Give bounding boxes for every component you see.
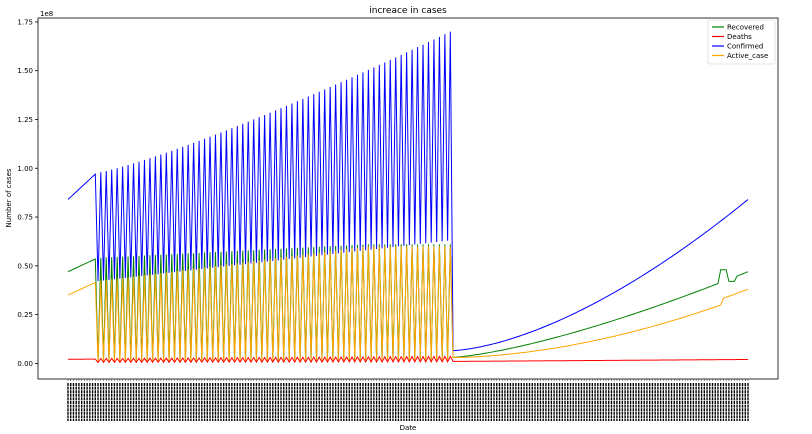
legend-label: Deaths xyxy=(727,33,752,41)
y-tick-label: 0.50 xyxy=(17,262,33,270)
y-scale-label: 1e8 xyxy=(40,10,53,18)
series-line-confirmed xyxy=(67,31,749,352)
x-axis-label: Date xyxy=(400,424,417,432)
series-line-active-case xyxy=(67,246,749,362)
y-tick-label: 0.25 xyxy=(17,311,33,319)
legend-label: Confirmed xyxy=(727,43,763,51)
y-axis-ticks: 0.00 0.25 0.50 0.75 1.00 1.25 1.50 1.75 xyxy=(17,18,38,368)
y-tick-label: 1.75 xyxy=(17,18,33,26)
plot-lines xyxy=(67,31,749,364)
chart-title: increace in cases xyxy=(369,6,447,16)
y-tick-label: 0.75 xyxy=(17,214,33,222)
y-tick-label: 1.00 xyxy=(17,165,33,173)
y-tick-label: 0.00 xyxy=(17,360,33,368)
y-axis-label: Number of cases xyxy=(5,168,13,227)
legend-label: Active_case xyxy=(727,52,768,60)
y-tick-label: 1.25 xyxy=(17,116,33,124)
legend-label: Recovered xyxy=(727,24,764,32)
x-axis-ticks xyxy=(67,379,749,421)
plot-frame xyxy=(37,17,779,380)
y-tick-label: 1.50 xyxy=(17,67,33,75)
legend-box xyxy=(707,19,776,65)
series-line-deaths xyxy=(67,355,749,364)
